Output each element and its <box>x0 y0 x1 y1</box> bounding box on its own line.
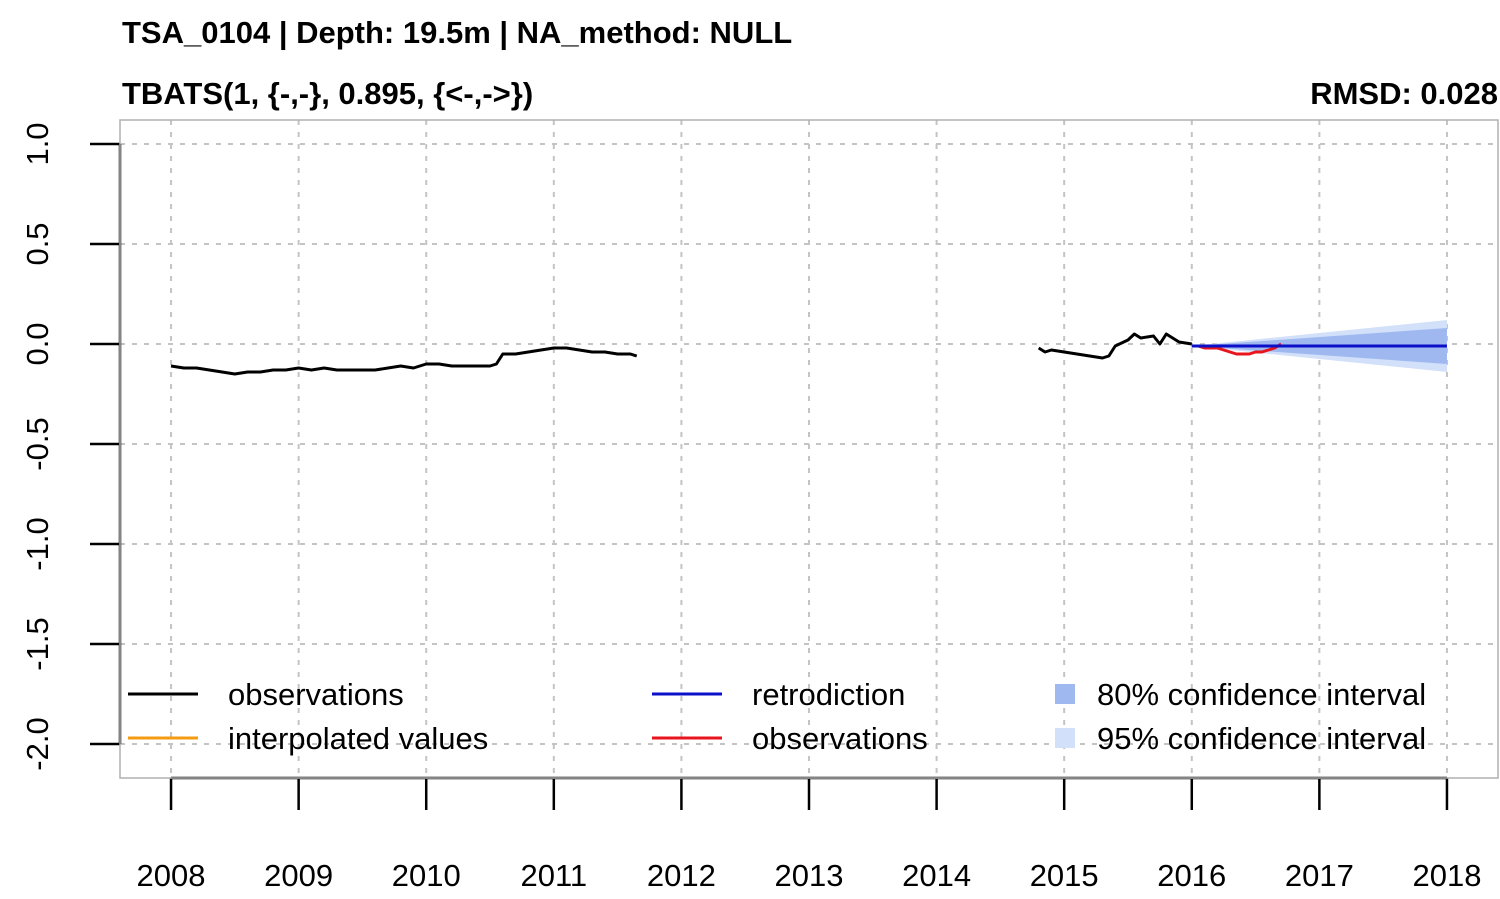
legend-label: observations <box>228 677 404 712</box>
chart-title: TSA_0104 | Depth: 19.5m | NA_method: NUL… <box>122 15 792 50</box>
legend-swatch <box>1055 728 1075 748</box>
x-tick-label: 2009 <box>264 858 333 893</box>
x-tick-label: 2017 <box>1285 858 1354 893</box>
x-tick-label: 2013 <box>775 858 844 893</box>
x-tick-label: 2011 <box>520 858 587 893</box>
rmsd-annotation: RMSD: 0.028 <box>1310 76 1498 111</box>
legend-label: 80% confidence interval <box>1097 677 1426 712</box>
model-subtitle: TBATS(1, {-,-}, 0.895, {<-,->}) <box>122 76 533 111</box>
y-tick-label: -1.0 <box>20 517 55 570</box>
y-tick-label: 0.0 <box>20 322 55 365</box>
y-tick-label: 0.5 <box>20 222 55 265</box>
x-tick-label: 2012 <box>647 858 716 893</box>
grid <box>120 120 1498 778</box>
y-tick-label: 1.0 <box>20 122 55 165</box>
x-tick-label: 2010 <box>392 858 461 893</box>
x-tick-label: 2014 <box>902 858 971 893</box>
x-tick-label: 2015 <box>1030 858 1099 893</box>
series-lines <box>170 332 1447 376</box>
x-tick-label: 2018 <box>1412 858 1481 893</box>
plot-frame <box>119 119 1499 779</box>
series-line <box>1037 332 1193 360</box>
series-line <box>1191 342 1282 356</box>
y-tick-label: -0.5 <box>20 417 55 470</box>
series-line <box>170 346 638 376</box>
legend-swatch <box>1055 684 1075 704</box>
legend-label: observations <box>752 721 928 756</box>
legend-label: interpolated values <box>228 721 488 756</box>
legend-label: 95% confidence interval <box>1097 721 1426 756</box>
legend-label: retrodiction <box>752 677 905 712</box>
y-tick-label: -1.5 <box>20 617 55 670</box>
y-tick-label: -2.0 <box>20 717 55 770</box>
axes: 1.0 0.5 0.0 -0.5 -1.0 -1.5 -2.0 2008 2009 2010 201… <box>20 122 1481 893</box>
legend: observations interpolated values retrodict… <box>128 677 1426 756</box>
x-tick-label: 2016 <box>1157 858 1226 893</box>
x-tick-label: 2008 <box>137 858 206 893</box>
